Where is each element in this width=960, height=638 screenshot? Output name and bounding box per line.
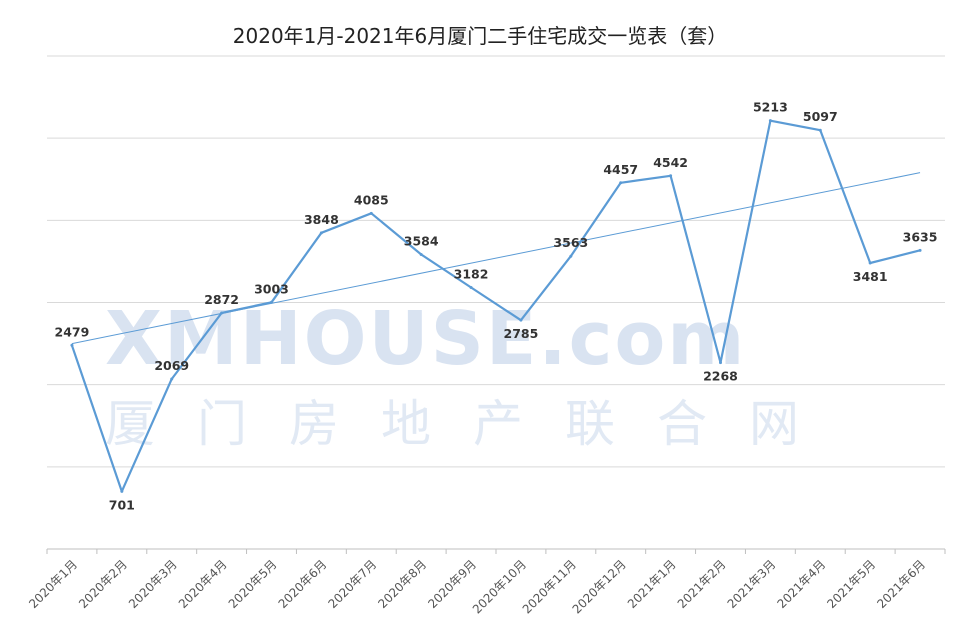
x-tick-label: 2020年9月 (425, 557, 479, 611)
data-label: 3584 (404, 234, 439, 249)
data-label: 2479 (55, 324, 90, 339)
data-label: 5097 (803, 109, 838, 124)
data-point (669, 174, 673, 178)
x-tick-label: 2020年8月 (375, 557, 429, 611)
data-label: 2268 (703, 369, 738, 384)
x-tick-labels: 2020年1月2020年2月2020年3月2020年4月2020年5月2020年… (26, 557, 928, 616)
x-tick-label: 2021年3月 (725, 557, 779, 611)
data-label: 2872 (204, 292, 239, 307)
data-point (719, 361, 722, 365)
gridlines (47, 55, 945, 468)
data-point (619, 181, 623, 185)
data-label: 4085 (354, 192, 389, 207)
x-tick-label: 2021年4月 (775, 557, 829, 611)
linear-trendline (71, 172, 921, 345)
x-tick-label: 2020年7月 (326, 557, 380, 611)
data-label: 3481 (853, 269, 888, 284)
data-point (818, 128, 822, 132)
data-point (70, 343, 74, 347)
data-label: 2069 (154, 358, 189, 373)
x-tick-label: 2020年1月 (26, 557, 80, 611)
data-label: 3182 (454, 267, 489, 282)
x-tick-label: 2021年5月 (824, 557, 878, 611)
data-point (868, 261, 872, 265)
series-line (70, 119, 922, 493)
data-point (170, 377, 174, 381)
data-label: 3003 (254, 281, 289, 296)
series-polyline (70, 119, 921, 493)
x-tick-label: 2020年3月 (126, 557, 180, 611)
data-label: 701 (109, 497, 135, 512)
data-point (220, 311, 224, 315)
x-tick-label: 2020年6月 (276, 557, 330, 611)
chart-title: 2020年1月-2021年6月厦门二手住宅成交一览表（套） (232, 24, 728, 48)
x-tick-label: 2021年6月 (874, 557, 928, 611)
data-point (918, 248, 922, 252)
trendline (71, 172, 921, 345)
data-label: 3563 (553, 235, 588, 250)
data-point (369, 211, 373, 215)
data-point (519, 318, 523, 322)
x-tick-label: 2020年12月 (570, 557, 629, 616)
data-label: 4542 (653, 155, 688, 170)
data-point (270, 300, 273, 304)
data-point (419, 253, 423, 257)
data-label: 5213 (753, 100, 788, 115)
data-point (120, 489, 124, 493)
data-label: 4457 (603, 162, 638, 177)
data-point (469, 286, 473, 290)
data-labels: 2479 701 2069 2872 3003 3848 4085 3584 3182 2785 3… (55, 100, 938, 513)
data-label: 3635 (903, 229, 938, 244)
x-tick-label: 2020年5月 (226, 557, 280, 611)
x-tick-label: 2021年2月 (675, 557, 729, 611)
data-point (768, 119, 772, 123)
x-tick-label: 2021年1月 (625, 557, 679, 611)
data-label: 2785 (504, 326, 539, 341)
data-label: 3848 (304, 212, 339, 227)
data-point (569, 254, 573, 258)
x-tick-label: 2020年2月 (76, 557, 130, 611)
data-point (319, 231, 323, 235)
x-tick-label: 2020年4月 (176, 557, 230, 611)
x-axis (46, 548, 946, 554)
